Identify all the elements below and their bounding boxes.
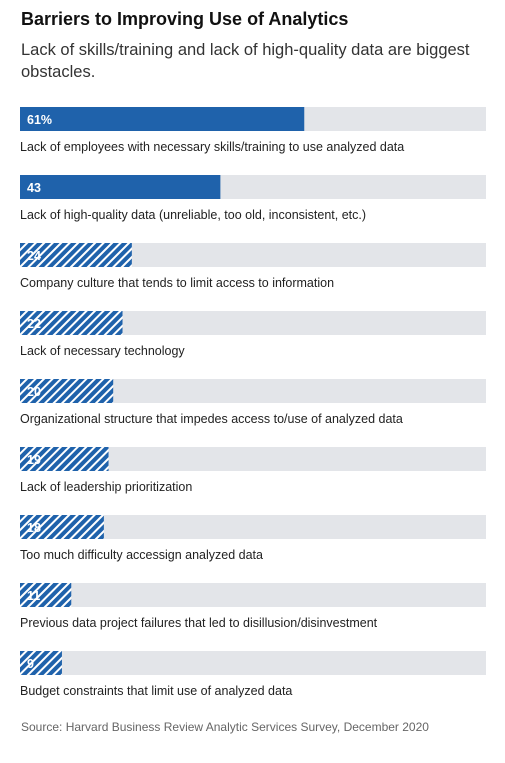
- bar-value-label: 20: [27, 385, 41, 399]
- category-label: Previous data project failures that led …: [20, 616, 378, 630]
- bar-value-label: 43: [27, 181, 41, 195]
- bar-value-label: 9: [27, 657, 34, 671]
- category-label: Budget constraints that limit use of ana…: [20, 684, 292, 698]
- bar-value-label: 24: [27, 249, 41, 263]
- chart-subtitle: Lack of skills/training and lack of high…: [21, 41, 470, 81]
- bar: [20, 243, 132, 267]
- bar-value-label: 18: [27, 521, 41, 535]
- bar: [20, 107, 305, 131]
- bar: [20, 175, 221, 199]
- category-label: Lack of high-quality data (unreliable, t…: [20, 208, 366, 222]
- category-label: Lack of leadership prioritization: [20, 480, 192, 494]
- bar-value-label: 11: [27, 589, 40, 603]
- bar-value-label: 61%: [27, 113, 52, 127]
- bar-value-label: 19: [27, 453, 41, 467]
- category-label: Lack of necessary technology: [20, 344, 185, 358]
- source-note: Source: Harvard Business Review Analytic…: [21, 720, 429, 734]
- bar-track: [20, 651, 486, 675]
- bar-track: [20, 583, 486, 607]
- bar: [20, 583, 72, 607]
- bar: [20, 447, 109, 471]
- bar-value-label: 22: [27, 317, 41, 331]
- category-label: Company culture that tends to limit acce…: [20, 276, 334, 290]
- chart-title: Barriers to Improving Use of Analytics: [21, 9, 349, 29]
- bar: [20, 651, 62, 675]
- bar: [20, 311, 123, 335]
- category-label: Organizational structure that impedes ac…: [20, 412, 403, 426]
- bar: [20, 379, 114, 403]
- category-label: Lack of employees with necessary skills/…: [20, 140, 404, 154]
- category-label: Too much difficulty accessign analyzed d…: [20, 548, 263, 562]
- bar: [20, 515, 104, 539]
